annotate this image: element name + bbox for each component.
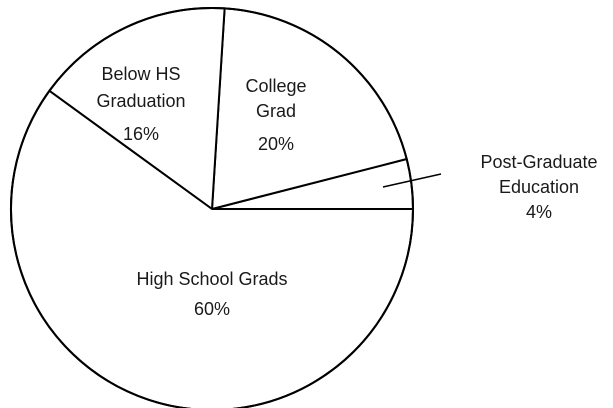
slice-label-post-graduate-education-line-2: Education (499, 177, 579, 197)
pie-slices (10, 7, 415, 408)
slice-label-high-school-grads-line-1: High School Grads (136, 269, 287, 289)
slice-value-high-school-grads: 60% (194, 299, 230, 319)
slice-label-below-hs-graduation-line-2: Graduation (96, 91, 185, 111)
slice-label-college-grad: College Grad 20% (245, 76, 306, 154)
slice-value-below-hs-graduation: 16% (123, 124, 159, 144)
slice-label-post-graduate-education-line-1: Post-Graduate (480, 152, 597, 172)
pie-labels: College Grad 20% Below HS Graduation 16% High … (96, 64, 597, 319)
slice-label-below-hs-graduation: Below HS Graduation 16% (96, 64, 185, 144)
slice-label-college-grad-line-2: Grad (256, 101, 296, 121)
pie-outline (10, 7, 414, 408)
slice-label-high-school-grads: High School Grads 60% (136, 269, 287, 319)
slice-label-college-grad-line-1: College (245, 76, 306, 96)
slice-value-college-grad: 20% (258, 134, 294, 154)
post-graduate-leader-line (382, 173, 442, 188)
slice-label-post-graduate-education: Post-Graduate Education 4% (480, 152, 597, 222)
slice-label-below-hs-graduation-line-1: Below HS (101, 64, 180, 84)
slice-value-post-graduate-education: 4% (526, 202, 552, 222)
